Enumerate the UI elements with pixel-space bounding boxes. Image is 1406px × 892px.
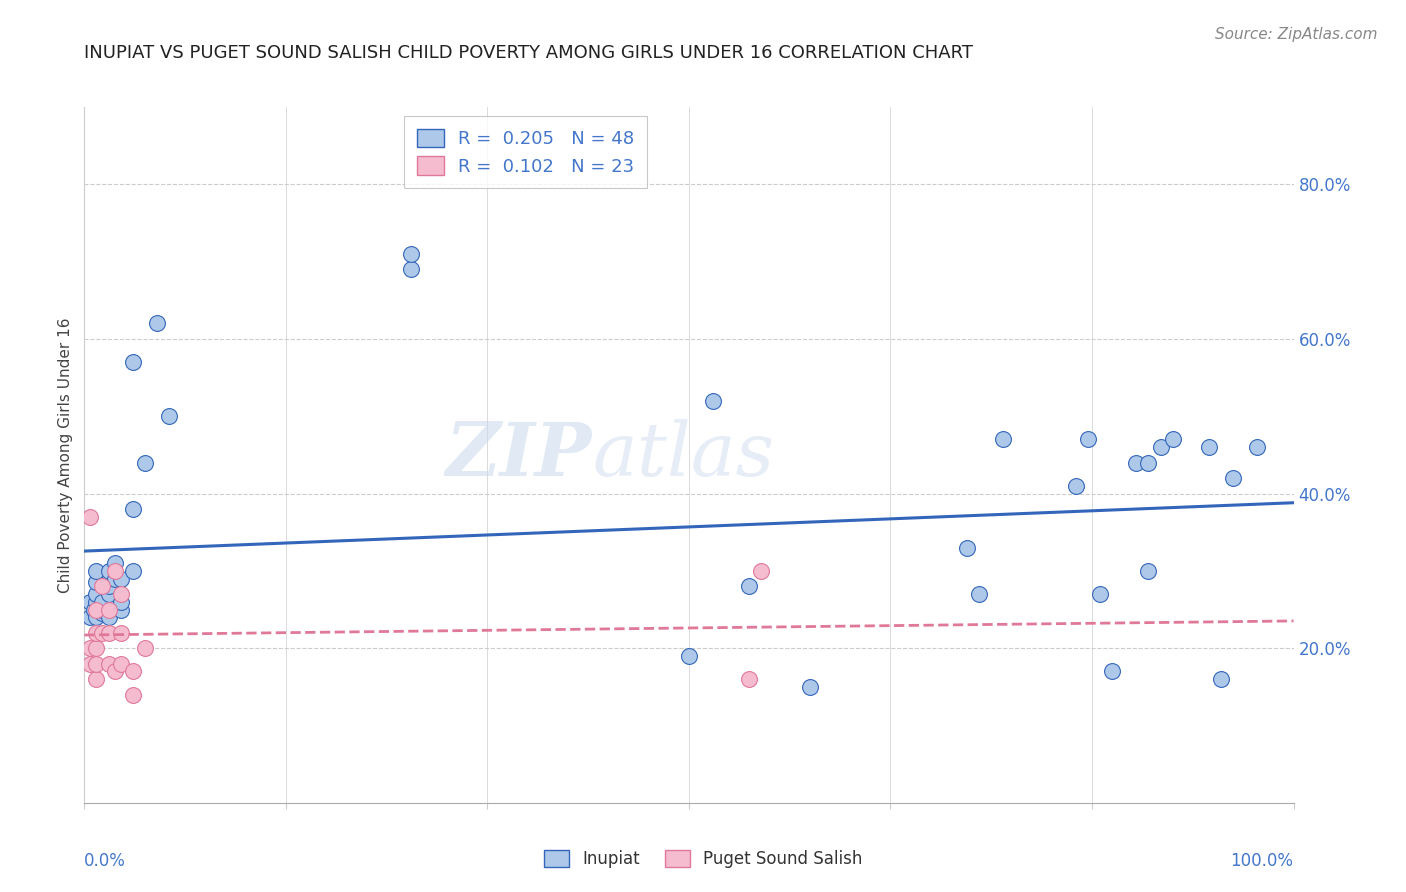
Point	[1101, 665, 1123, 679]
Point	[1125, 456, 1147, 470]
Point	[79, 641, 101, 656]
Point	[121, 502, 143, 516]
Point	[110, 572, 132, 586]
Point	[1064, 479, 1087, 493]
Point	[751, 564, 773, 578]
Point	[110, 595, 132, 609]
Text: INUPIAT VS PUGET SOUND SALISH CHILD POVERTY AMONG GIRLS UNDER 16 CORRELATION CHA: INUPIAT VS PUGET SOUND SALISH CHILD POVE…	[84, 45, 973, 62]
Point	[738, 579, 761, 593]
Legend: R =  0.205   N = 48, R =  0.102   N = 23: R = 0.205 N = 48, R = 0.102 N = 23	[405, 116, 647, 188]
Point	[91, 595, 114, 609]
Point	[110, 657, 132, 671]
Point	[1137, 564, 1160, 578]
Point	[104, 564, 127, 578]
Point	[799, 680, 821, 694]
Point	[1209, 672, 1232, 686]
Point	[104, 556, 127, 570]
Point	[86, 602, 108, 616]
Point	[86, 625, 108, 640]
Point	[86, 575, 108, 590]
Point	[738, 672, 761, 686]
Point	[86, 672, 108, 686]
Point	[1137, 456, 1160, 470]
Point	[79, 509, 101, 524]
Point	[91, 579, 114, 593]
Point	[91, 602, 114, 616]
Point	[993, 433, 1015, 447]
Point	[121, 688, 143, 702]
Text: Source: ZipAtlas.com: Source: ZipAtlas.com	[1215, 27, 1378, 42]
Point	[97, 587, 120, 601]
Point	[134, 641, 156, 656]
Text: atlas: atlas	[592, 418, 775, 491]
Legend: Inupiat, Puget Sound Salish: Inupiat, Puget Sound Salish	[537, 843, 869, 875]
Point	[678, 648, 700, 663]
Point	[104, 572, 127, 586]
Point	[97, 657, 120, 671]
Point	[1077, 433, 1099, 447]
Point	[121, 355, 143, 369]
Point	[1149, 440, 1171, 454]
Point	[399, 262, 422, 277]
Point	[110, 625, 132, 640]
Point	[1246, 440, 1268, 454]
Point	[1088, 587, 1111, 601]
Point	[86, 641, 108, 656]
Point	[121, 665, 143, 679]
Point	[86, 610, 108, 624]
Point	[97, 625, 120, 640]
Text: 0.0%: 0.0%	[84, 852, 127, 870]
Point	[97, 564, 120, 578]
Point	[86, 595, 108, 609]
Point	[121, 564, 143, 578]
Point	[1222, 471, 1244, 485]
Point	[86, 657, 108, 671]
Point	[1161, 433, 1184, 447]
Point	[104, 665, 127, 679]
Point	[134, 456, 156, 470]
Point	[956, 541, 979, 555]
Point	[110, 602, 132, 616]
Point	[86, 564, 108, 578]
Point	[967, 587, 990, 601]
Point	[91, 625, 114, 640]
Point	[86, 587, 108, 601]
Y-axis label: Child Poverty Among Girls Under 16: Child Poverty Among Girls Under 16	[58, 318, 73, 592]
Point	[399, 247, 422, 261]
Point	[110, 587, 132, 601]
Point	[97, 579, 120, 593]
Point	[79, 657, 101, 671]
Text: 100.0%: 100.0%	[1230, 852, 1294, 870]
Point	[83, 602, 105, 616]
Point	[79, 595, 101, 609]
Point	[97, 602, 120, 616]
Point	[702, 393, 724, 408]
Point	[157, 409, 180, 424]
Point	[91, 607, 114, 621]
Point	[1198, 440, 1220, 454]
Point	[146, 317, 169, 331]
Point	[79, 610, 101, 624]
Point	[97, 610, 120, 624]
Text: ZIP: ZIP	[446, 418, 592, 491]
